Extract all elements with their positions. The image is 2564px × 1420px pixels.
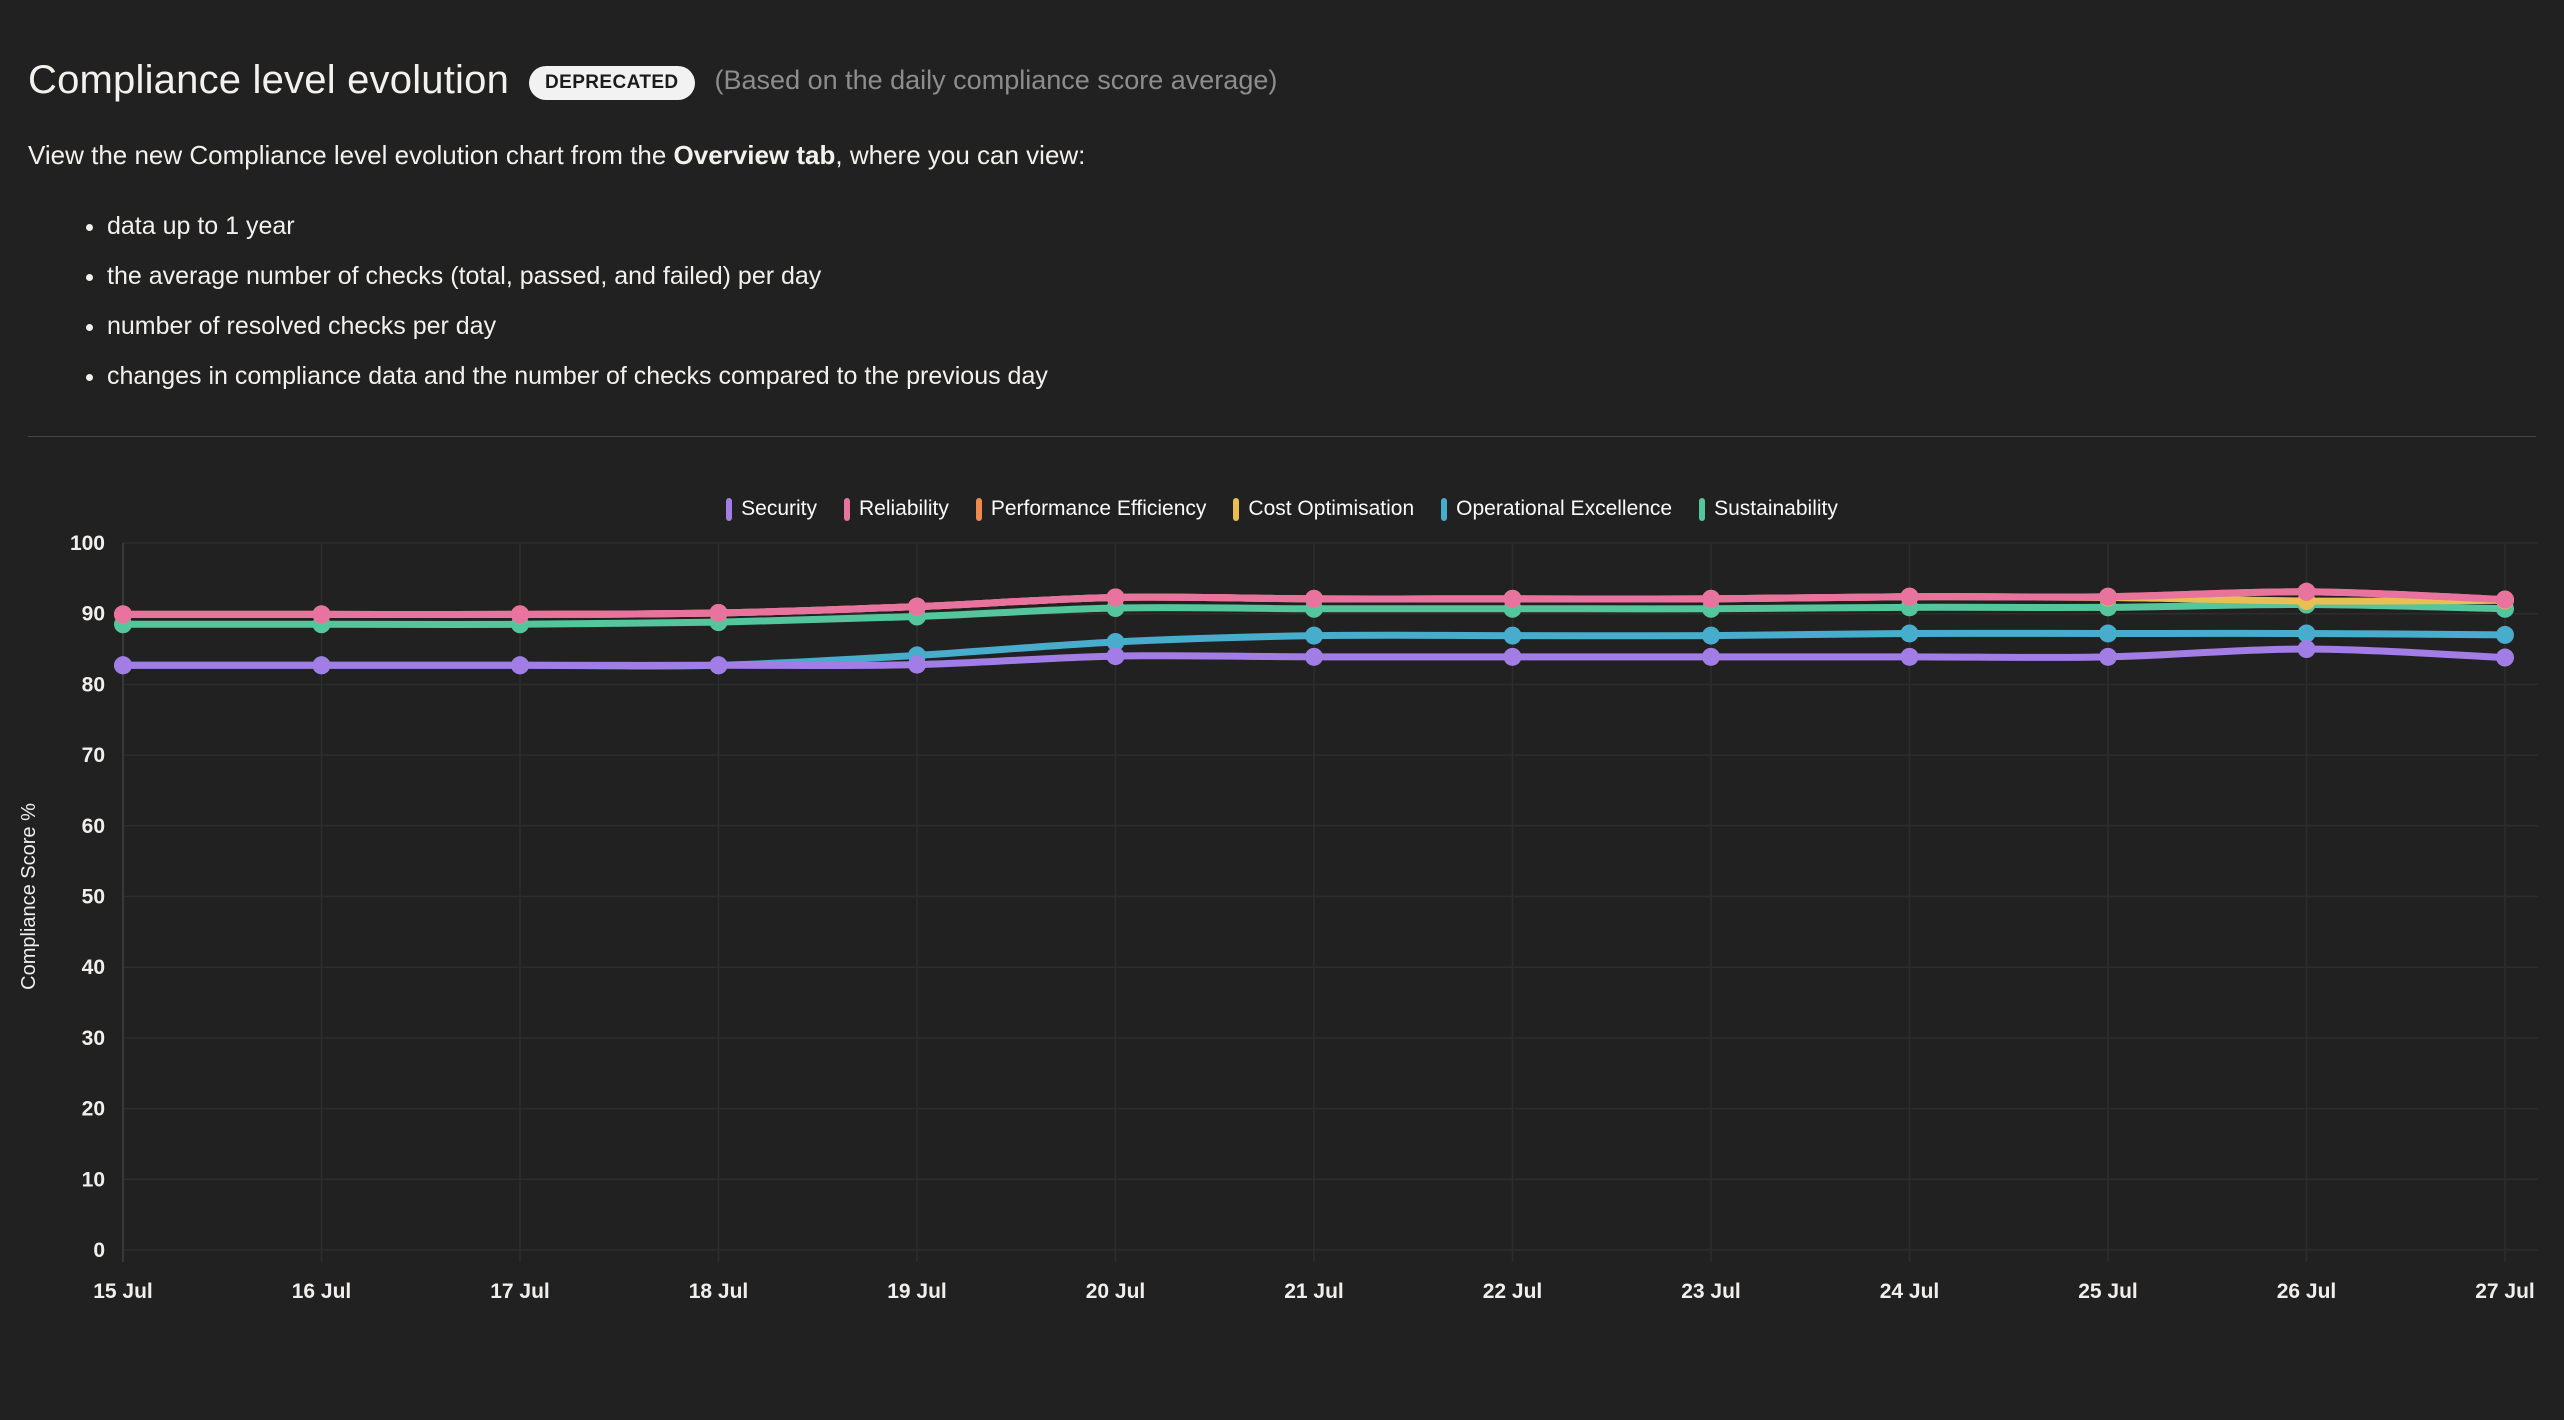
header: Compliance level evolution DEPRECATED (B… (28, 58, 1277, 103)
x-tick-label: 15 Jul (93, 1280, 153, 1303)
compliance-chart: 0 10 20 30 40 50 60 70 80 90 100 15 Jul 16 Jul 17 Jul… (0, 528, 2564, 1318)
data-point-operational-excellence (1503, 626, 1522, 645)
data-point-operational-excellence (1305, 626, 1323, 645)
data-point-operational-excellence (2099, 624, 2117, 643)
section-divider (28, 436, 2536, 437)
data-point-reliability (1503, 589, 1522, 608)
x-tick-label: 18 Jul (689, 1280, 749, 1303)
y-tick-label: 100 (70, 532, 105, 555)
bullet-item: the average number of checks (total, pas… (107, 251, 1048, 301)
data-point-reliability (2099, 587, 2117, 606)
y-tick-label: 90 (82, 603, 105, 626)
intro-prefix: View the new Compliance level evolution … (28, 140, 674, 170)
y-tick-label: 30 (82, 1027, 105, 1050)
x-tick-label: 25 Jul (2078, 1280, 2138, 1303)
data-point-reliability (2496, 590, 2514, 609)
y-tick-label: 70 (82, 744, 105, 767)
data-point-operational-excellence (2297, 624, 2316, 643)
data-point-reliability (1106, 588, 1125, 607)
intro-text: View the new Compliance level evolution … (28, 138, 1085, 172)
x-tick-label: 23 Jul (1681, 1280, 1741, 1303)
data-point-security (2099, 647, 2117, 666)
data-point-security (1900, 647, 1919, 666)
data-point-reliability (1900, 587, 1919, 606)
data-point-security (2297, 640, 2316, 659)
data-point-security (2496, 648, 2514, 667)
y-axis-label: Compliance Score % (18, 803, 40, 990)
data-point-reliability (114, 605, 132, 624)
bullet-item: data up to 1 year (107, 201, 1048, 251)
bullet-item: changes in compliance data and the numbe… (107, 351, 1048, 401)
data-point-security (908, 655, 926, 674)
legend-item-cost-optimisation[interactable]: Cost Optimisation (1233, 497, 1414, 521)
legend-item-reliability[interactable]: Reliability (844, 497, 949, 521)
legend-swatch-performance-efficiency (975, 497, 982, 521)
y-tick-label: 80 (82, 673, 105, 696)
page-title: Compliance level evolution (28, 58, 510, 102)
legend-label: Reliability (859, 497, 949, 520)
legend-swatch-operational-excellence (1441, 497, 1448, 521)
legend-label: Operational Excellence (1456, 497, 1673, 520)
x-tick-label: 21 Jul (1284, 1280, 1344, 1303)
y-tick-label: 40 (82, 956, 105, 979)
data-point-security (1106, 647, 1125, 666)
legend-swatch-sustainability (1699, 497, 1706, 521)
y-tick-label: 50 (82, 886, 105, 909)
x-tick-label: 27 Jul (2475, 1280, 2535, 1303)
data-point-reliability (1305, 589, 1323, 608)
data-point-operational-excellence (2496, 625, 2514, 644)
x-tick-label: 22 Jul (1483, 1280, 1543, 1303)
data-point-reliability (511, 605, 529, 624)
data-point-reliability (312, 605, 331, 624)
legend-item-security[interactable]: Security (726, 497, 817, 521)
intro-suffix: , where you can view: (835, 140, 1086, 170)
data-point-security (312, 656, 331, 675)
page-subtitle: (Based on the daily compliance score ave… (714, 65, 1278, 95)
y-tick-label: 20 (82, 1098, 105, 1121)
chart-canvas: 0 10 20 30 40 50 60 70 80 90 100 15 Jul 16 Jul 17 Jul… (18, 532, 2538, 1303)
y-tick-label: 0 (93, 1239, 105, 1262)
data-point-operational-excellence (1900, 624, 1919, 643)
x-tick-label: 24 Jul (1880, 1280, 1940, 1303)
y-tick-label: 60 (82, 815, 105, 838)
data-point-security (511, 656, 529, 675)
x-tick-label: 20 Jul (1086, 1280, 1146, 1303)
x-tick-label: 16 Jul (292, 1280, 352, 1303)
legend-label: Sustainability (1714, 497, 1838, 520)
data-point-security (1702, 647, 1720, 666)
legend-swatch-security (726, 497, 733, 521)
data-point-reliability (1702, 589, 1720, 608)
x-tick-label: 26 Jul (2277, 1280, 2337, 1303)
deprecated-badge: DEPRECATED (529, 65, 695, 100)
chart-legend: Security Reliability Performance Efficienc… (0, 497, 2564, 521)
legend-item-performance-efficiency[interactable]: Performance Efficiency (975, 497, 1207, 521)
legend-swatch-reliability (844, 497, 850, 521)
x-tick-label: 19 Jul (887, 1280, 947, 1303)
bullet-item: number of resolved checks per day (107, 301, 1048, 351)
legend-label: Cost Optimisation (1248, 497, 1415, 520)
data-point-security (114, 656, 132, 675)
data-point-operational-excellence (1702, 626, 1720, 645)
data-point-security (709, 656, 728, 675)
legend-item-operational-excellence[interactable]: Operational Excellence (1441, 497, 1672, 521)
legend-swatch-cost-optimisation (1233, 497, 1240, 521)
data-point-security (1305, 647, 1323, 666)
legend-label: Performance Efficiency (990, 497, 1207, 520)
data-point-reliability (2297, 582, 2316, 601)
x-tick-label: 17 Jul (490, 1280, 550, 1303)
intro-bold: Overview tab (673, 140, 836, 170)
data-point-reliability (908, 597, 926, 616)
legend-label: Security (741, 497, 817, 520)
bullet-list: data up to 1 year the average number of … (0, 201, 1048, 401)
y-tick-label: 10 (82, 1168, 105, 1191)
data-point-security (1503, 647, 1522, 666)
data-point-reliability (709, 603, 728, 622)
data-point-operational-excellence (1106, 632, 1125, 651)
legend-item-sustainability[interactable]: Sustainability (1699, 497, 1838, 521)
